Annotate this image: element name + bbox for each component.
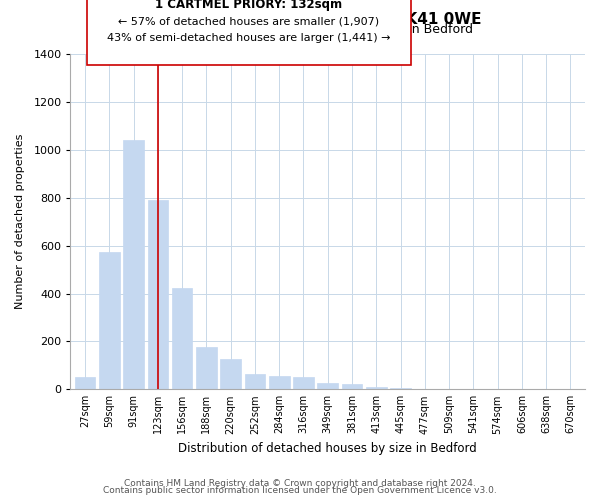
X-axis label: Distribution of detached houses by size in Bedford: Distribution of detached houses by size … <box>178 442 477 455</box>
Bar <box>123 140 144 390</box>
Bar <box>317 384 338 390</box>
Text: ← 57% of detached houses are smaller (1,907): ← 57% of detached houses are smaller (1,… <box>118 16 380 26</box>
Bar <box>172 288 193 390</box>
Bar <box>269 376 290 390</box>
Bar <box>220 360 241 390</box>
Bar <box>148 200 168 390</box>
Bar <box>196 346 217 390</box>
Bar <box>366 387 386 390</box>
Text: Contains HM Land Registry data © Crown copyright and database right 2024.: Contains HM Land Registry data © Crown c… <box>124 478 476 488</box>
Text: 1 CARTMEL PRIORY: 132sqm: 1 CARTMEL PRIORY: 132sqm <box>155 0 343 12</box>
Bar <box>245 374 265 390</box>
Bar <box>99 252 119 390</box>
Bar <box>75 378 95 390</box>
Y-axis label: Number of detached properties: Number of detached properties <box>15 134 25 310</box>
Bar <box>390 388 411 390</box>
Text: 1, CARTMEL PRIORY, BEDFORD, MK41 0WE: 1, CARTMEL PRIORY, BEDFORD, MK41 0WE <box>119 12 481 28</box>
Text: Size of property relative to detached houses in Bedford: Size of property relative to detached ho… <box>127 22 473 36</box>
Text: 43% of semi-detached houses are larger (1,441) →: 43% of semi-detached houses are larger (… <box>107 34 391 43</box>
Bar <box>293 378 314 390</box>
Bar <box>341 384 362 390</box>
Text: Contains public sector information licensed under the Open Government Licence v3: Contains public sector information licen… <box>103 486 497 495</box>
